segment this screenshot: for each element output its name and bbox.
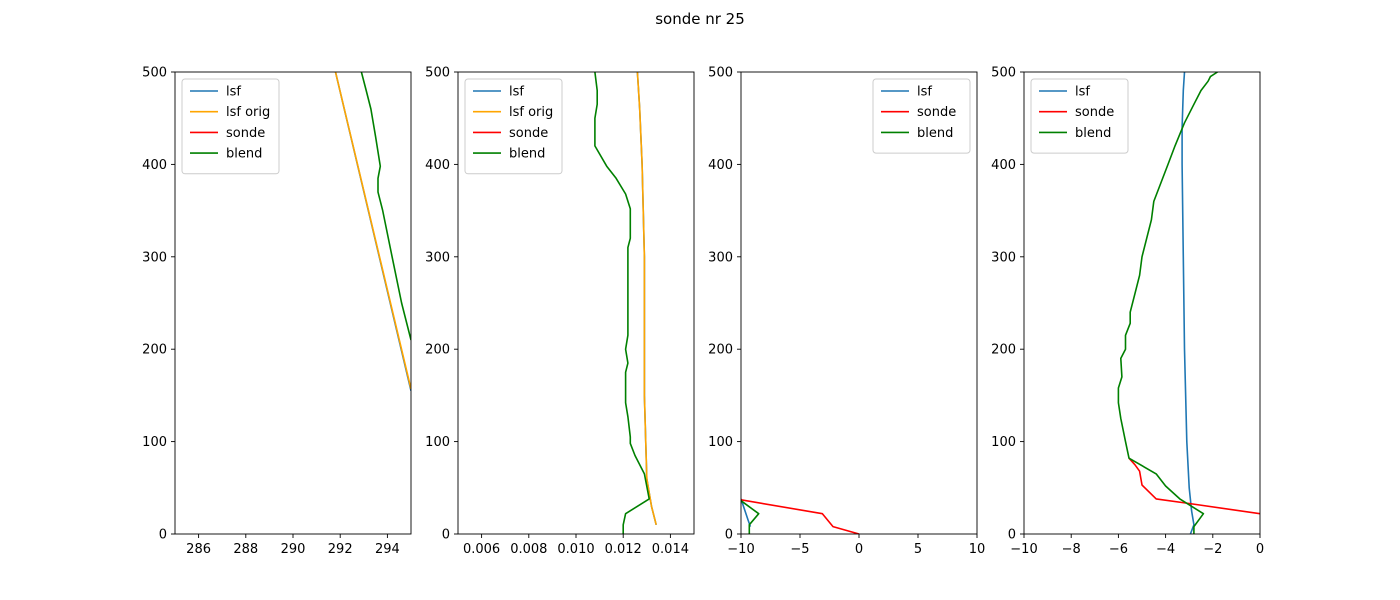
x-tick-label: −10 [1010, 542, 1037, 557]
subplot-1: 286 288 290 292 294 0 100 200 300 400 500 lsf lsf or… [142, 66, 412, 557]
y-tick-label: 200 [991, 343, 1016, 358]
y-tick-label: 200 [425, 343, 450, 358]
legend-entry: sonde [509, 126, 548, 141]
legend-box [1030, 78, 1129, 154]
x-tick-label: −10 [727, 542, 754, 557]
y-tick-label: 100 [425, 435, 450, 450]
axes-frame [1023, 71, 1261, 535]
legend-entry: lsf [226, 85, 241, 100]
y-tick-label: 500 [708, 66, 733, 81]
legend-entry: lsf [1075, 85, 1090, 100]
y-tick-label: 300 [142, 250, 167, 265]
y-tick-label: 400 [425, 158, 450, 173]
series-line-blend [1117, 72, 1218, 534]
legend-box [872, 78, 971, 154]
legend-entry: lsf orig [509, 105, 553, 120]
y-tick-label: 500 [142, 66, 167, 81]
y-tick-label: 100 [142, 435, 167, 450]
legend: lsf lsf orig sonde blend [181, 78, 280, 175]
legend-entry: blend [1075, 126, 1111, 141]
series-line-lsf-orig [636, 72, 657, 525]
x-tick-label: 288 [233, 542, 258, 557]
y-tick-label: 400 [142, 158, 167, 173]
figure-title: sonde nr 25 [655, 10, 745, 28]
legend-entry: blend [226, 147, 262, 162]
legend-box [464, 78, 563, 175]
legend-entry: sonde [1075, 105, 1114, 120]
x-tick-label: 292 [328, 542, 353, 557]
legend-entry: sonde [917, 105, 956, 120]
y-tick-label: 0 [159, 528, 167, 543]
series-group [741, 498, 860, 534]
y-tick-label: 200 [708, 343, 733, 358]
x-tick-label: 0.012 [605, 542, 642, 557]
series-group [334, 72, 411, 391]
series-line-sonde [1128, 457, 1260, 515]
x-tick-label: 286 [186, 542, 211, 557]
y-tick-label: 200 [142, 343, 167, 358]
y-tick-label: 400 [708, 158, 733, 173]
legend-box [181, 78, 280, 175]
x-tick-label: −4 [1156, 542, 1175, 557]
y-tick-label: 0 [1008, 528, 1016, 543]
legend-entry: blend [917, 126, 953, 141]
y-tick-label: 100 [991, 435, 1016, 450]
legend-entry: blend [509, 147, 545, 162]
y-tick-label: 0 [725, 528, 733, 543]
x-tick-label: 294 [375, 542, 400, 557]
series-group [1117, 72, 1260, 534]
series-line-blend [741, 500, 760, 534]
series-line-sonde [741, 499, 860, 534]
x-tick-label: −8 [1062, 542, 1081, 557]
y-tick-label: 0 [442, 528, 450, 543]
series-line-lsf [1181, 72, 1195, 534]
series-line-blend [360, 72, 411, 341]
x-tick-label: 290 [281, 542, 306, 557]
y-tick-label: 300 [425, 250, 450, 265]
legend-entry: sonde [226, 126, 265, 141]
legend: lsf sonde blend [1030, 78, 1129, 154]
x-tick-label: −5 [790, 542, 809, 557]
y-tick-label: 500 [425, 66, 450, 81]
legend: lsf lsf orig sonde blend [464, 78, 563, 175]
series-line-lsf-orig [334, 72, 411, 390]
x-tick-label: 0 [855, 542, 863, 557]
y-tick-label: 400 [991, 158, 1016, 173]
y-tick-label: 300 [991, 250, 1016, 265]
subplot-4: −10 −8 −6 −4 −2 0 0 100 200 300 400 500 lsf sonde blen… [991, 66, 1264, 558]
x-tick-label: 0.010 [557, 542, 594, 557]
legend-entry: lsf [917, 85, 932, 100]
x-tick-label: 0 [1256, 542, 1264, 557]
legend-entry: lsf orig [226, 105, 270, 120]
x-tick-label: 10 [969, 542, 986, 557]
x-tick-label: 0.008 [510, 542, 547, 557]
legend-entry: lsf [509, 85, 524, 100]
x-tick-label: 0.006 [463, 542, 500, 557]
y-tick-label: 300 [708, 250, 733, 265]
x-tick-label: 5 [914, 542, 922, 557]
legend: lsf sonde blend [872, 78, 971, 154]
y-tick-label: 500 [991, 66, 1016, 81]
x-tick-label: 0.014 [652, 542, 689, 557]
x-tick-label: −2 [1203, 542, 1222, 557]
series-line-blend [594, 72, 651, 534]
y-tick-label: 100 [708, 435, 733, 450]
x-tick-label: −6 [1109, 542, 1128, 557]
series-group [594, 72, 657, 534]
subplot-2: 0.006 0.008 0.010 0.012 0.014 0 100 200 300 400 50… [425, 66, 695, 557]
